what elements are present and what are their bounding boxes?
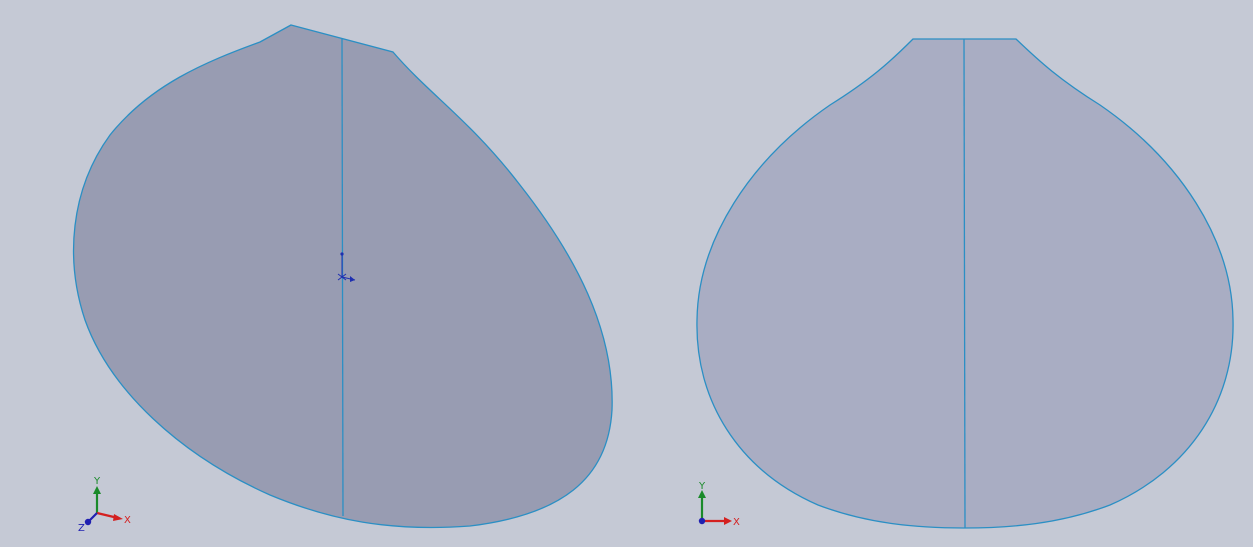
left-view[interactable]: Y X Z <box>72 24 613 534</box>
right-centerline-edge[interactable] <box>963 38 966 529</box>
right-reference-triad-icon: Y X <box>698 481 740 528</box>
origin-marker-icon <box>337 252 356 282</box>
triad-x-label: X <box>124 515 131 526</box>
triad-z-label: Z <box>78 523 85 534</box>
triad-y-label: Y <box>698 481 706 492</box>
left-reference-triad-icon: Y X Z <box>78 476 131 534</box>
right-view[interactable]: Y X <box>696 38 1234 529</box>
triad-y-label: Y <box>93 476 101 487</box>
triad-x-label: X <box>733 517 740 528</box>
